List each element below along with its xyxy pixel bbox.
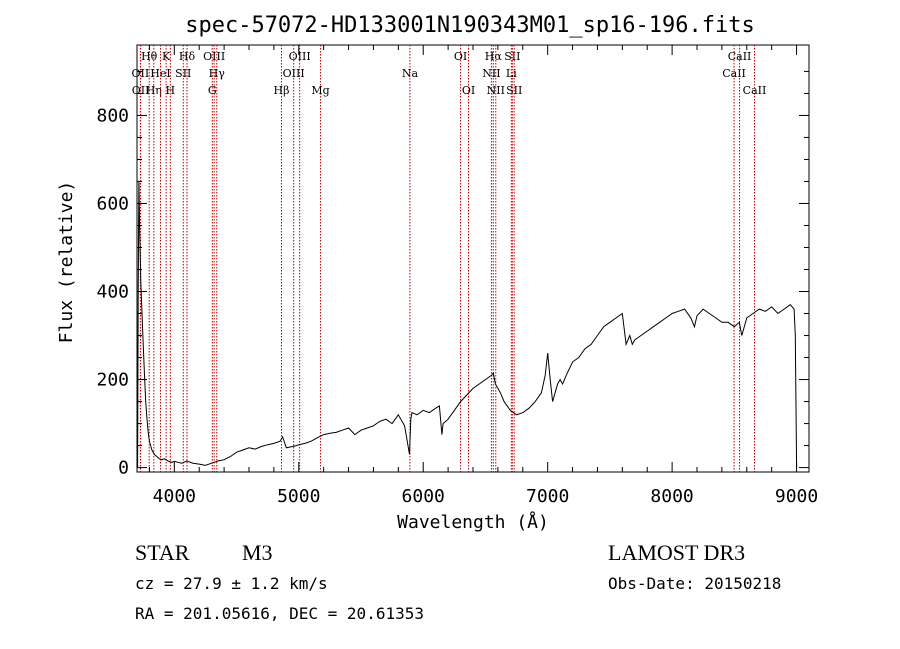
line-label: Hη — [146, 84, 162, 97]
x-tick-label: 6000 — [402, 486, 445, 507]
x-axis-ticks: 4000 5000 6000 7000 8000 9000 — [148, 45, 818, 507]
line-label: G — [208, 84, 217, 97]
line-label: NII — [482, 67, 500, 80]
y-tick-label: 200 — [96, 370, 129, 391]
line-label: K — [162, 50, 171, 63]
x-tick-label: 7000 — [526, 486, 569, 507]
line-label: Na — [402, 67, 419, 80]
line-label: Hγ — [209, 67, 226, 80]
line-label: Hα — [485, 50, 503, 63]
x-tick-label: 5000 — [277, 486, 320, 507]
line-label: HeI — [150, 67, 170, 80]
x-tick-label: 8000 — [650, 486, 693, 507]
plot-frame — [136, 44, 810, 473]
x-axis-label: Wavelength (Å) — [397, 511, 549, 533]
line-label: OI — [462, 84, 475, 97]
observation-date: Obs-Date: 20150218 — [608, 574, 782, 593]
line-label: OIII — [283, 67, 305, 80]
line-label: OIII — [203, 50, 225, 63]
coordinates-readout: RA = 201.05616, DEC = 20.61353 — [135, 604, 424, 623]
spectrum-line — [136, 181, 798, 468]
redshift-readout: cz = 27.9 ± 1.2 km/s — [135, 574, 328, 593]
line-label: OII — [132, 84, 150, 97]
x-tick-label: 9000 — [775, 486, 818, 507]
line-label: SII — [504, 50, 520, 63]
y-tick-label: 800 — [96, 105, 129, 126]
line-label: Hθ — [141, 50, 158, 63]
y-axis-ticks: 0 200 400 600 800 — [96, 70, 809, 479]
line-label: OIII — [289, 50, 311, 63]
line-label: SII — [175, 67, 191, 80]
line-label: Hδ — [179, 50, 196, 63]
y-tick-label: 400 — [96, 282, 129, 303]
object-subclass: M3 — [242, 540, 273, 565]
line-label: CaII — [743, 84, 767, 97]
line-label: SII — [506, 84, 522, 97]
y-tick-label: 600 — [96, 193, 129, 214]
line-label: H — [166, 84, 176, 97]
line-label: CaII — [728, 50, 752, 63]
survey-name: LAMOST DR3 — [608, 540, 746, 565]
line-label: NII — [487, 84, 505, 97]
line-label: Li — [506, 67, 517, 80]
line-label: CaII — [722, 67, 746, 80]
line-label: Mg — [311, 84, 329, 97]
line-label: OI — [454, 50, 467, 63]
line-label: Hβ — [274, 84, 290, 97]
object-class: STAR — [135, 540, 190, 565]
y-tick-label: 0 — [118, 458, 129, 479]
chart-title: spec-57072-HD133001N190343M01_sp16-196.f… — [185, 13, 755, 38]
x-tick-label: 4000 — [153, 486, 196, 507]
spectrum-chart: spec-57072-HD133001N190343M01_sp16-196.f… — [56, 13, 818, 533]
y-axis-label: Flux (relative) — [56, 181, 77, 344]
